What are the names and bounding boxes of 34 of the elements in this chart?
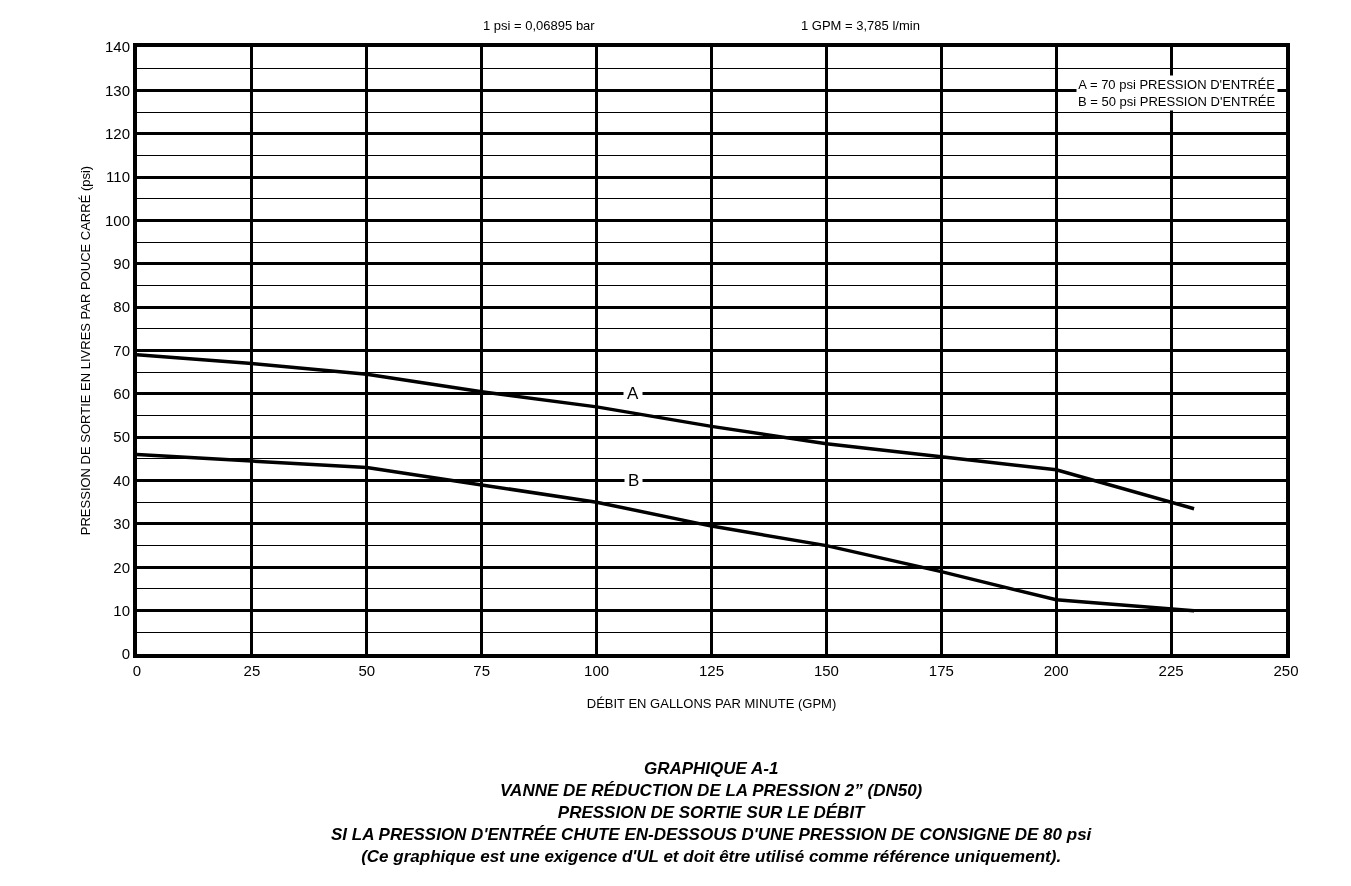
text: 1 GPM = 3,785 l/min — [801, 18, 920, 33]
annotation: A — [627, 384, 639, 403]
y-tick-label: 50 — [113, 428, 130, 446]
x-tick-label: 100 — [584, 662, 610, 679]
y-tick-label: 20 — [113, 558, 130, 576]
y-tick-label: 30 — [113, 515, 130, 533]
y-axis-title: PRESSION DE SORTIE EN LIVRES PAR POUCE CARRÉ (psi) — [78, 165, 94, 536]
y-tick-label: 140 — [104, 38, 130, 56]
x-tick-label: 175 — [928, 662, 954, 679]
annotation: B — [628, 471, 640, 490]
text: 1 psi = 0,06895 bar — [483, 18, 596, 33]
y-tick-label: 90 — [113, 255, 130, 273]
y-tick-label: 120 — [104, 124, 130, 142]
y-tick-label: 10 — [113, 601, 130, 619]
y-tick-label: 110 — [106, 168, 130, 186]
x-tick-label: 225 — [1158, 662, 1184, 679]
x-tick-label: 75 — [473, 662, 491, 679]
x-tick-label: 150 — [813, 662, 839, 679]
x-tick-label: 200 — [1043, 662, 1069, 679]
y-tick-label: 60 — [113, 385, 130, 403]
text: GRAPHIQUE A-1 VANNE DE RÉDUCTION DE LA PRESSION 2” (DN50) PRESSION DE SORTIE SUR LE DÉBIT SI LA PRESSION D'ENTRÉE CHUTE EN-DESSOUS D'UNE PRESSION DE CONSIGNE DE 80 psi (Ce graphique est une exigence d'UL et doit être utilisé comme référence uniquement). — [331, 759, 1093, 867]
y-tick-label: 130 — [104, 81, 130, 99]
y-tick-label: 0 — [121, 645, 130, 663]
x-tick-label: 250 — [1273, 662, 1299, 679]
x-tick-label: 25 — [243, 662, 261, 679]
y-tick-label: 80 — [113, 298, 130, 316]
y-tick-label: 40 — [113, 471, 130, 489]
y-tick-label: 70 — [113, 341, 130, 359]
y-tick-label: 100 — [104, 211, 130, 229]
x-tick-label: 50 — [358, 662, 376, 679]
x-tick-label: 0 — [132, 662, 142, 679]
x-tick-label: 125 — [698, 662, 725, 679]
annotation: A = 70 psi PRESSION D'ENTRÉE B = 50 psi PRESSION D'ENTRÉE — [1078, 77, 1276, 109]
x-axis-title: DÉBIT EN GALLONS PAR MINUTE (GPM) — [586, 696, 837, 712]
